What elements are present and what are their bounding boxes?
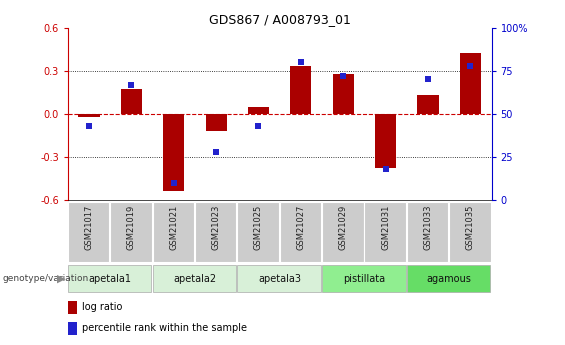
Text: GSM21027: GSM21027 [297, 205, 305, 250]
Bar [153, 202, 194, 262]
Bar [68, 265, 151, 292]
Text: log ratio: log ratio [82, 303, 123, 313]
Bar [206, 114, 227, 131]
Text: genotype/variation: genotype/variation [3, 274, 89, 283]
Text: apetala3: apetala3 [258, 274, 301, 284]
Text: GSM21021: GSM21021 [170, 205, 178, 250]
Bar [68, 202, 109, 262]
Text: GSM21023: GSM21023 [212, 205, 220, 250]
Bar [333, 73, 354, 114]
Bar [68, 322, 77, 335]
Bar [248, 107, 269, 114]
Bar [110, 202, 151, 262]
Bar [153, 265, 236, 292]
Bar [322, 202, 364, 262]
Bar [407, 265, 490, 292]
Bar [195, 202, 237, 262]
Bar [68, 301, 77, 314]
Bar [460, 53, 481, 114]
Text: GSM21019: GSM21019 [127, 205, 136, 250]
Bar [322, 265, 406, 292]
Text: apetala1: apetala1 [89, 274, 132, 284]
Bar [375, 114, 396, 168]
Text: apetala2: apetala2 [173, 274, 216, 284]
Bar [121, 89, 142, 114]
Text: percentile rank within the sample: percentile rank within the sample [82, 323, 247, 333]
Bar [237, 265, 321, 292]
Text: GSM21025: GSM21025 [254, 205, 263, 250]
Bar [237, 202, 279, 262]
Bar [407, 202, 449, 262]
Title: GDS867 / A008793_01: GDS867 / A008793_01 [208, 13, 351, 27]
Text: GSM21017: GSM21017 [85, 205, 93, 250]
Text: pistillata: pistillata [344, 274, 385, 284]
Bar [449, 202, 490, 262]
Bar [79, 114, 99, 117]
Text: ▶: ▶ [56, 274, 65, 284]
Bar [163, 114, 184, 191]
Text: GSM21031: GSM21031 [381, 205, 390, 250]
Bar [418, 95, 438, 114]
Bar [290, 66, 311, 114]
Text: agamous: agamous [427, 274, 472, 284]
Bar [280, 202, 321, 262]
Text: GSM21033: GSM21033 [424, 205, 432, 250]
Bar [364, 202, 406, 262]
Text: GSM21035: GSM21035 [466, 205, 475, 250]
Text: GSM21029: GSM21029 [339, 205, 347, 250]
